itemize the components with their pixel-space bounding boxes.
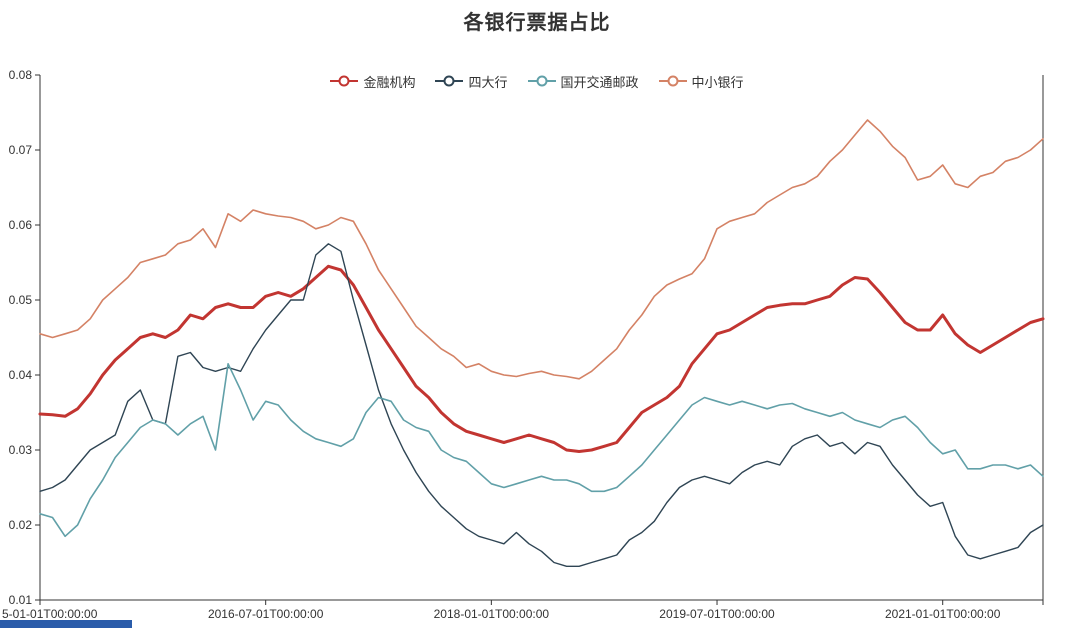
chart-title: 各银行票据占比 [463,12,611,34]
bottom-blue-strip [0,620,132,628]
legend-item-3[interactable]: 中小银行 [658,72,744,91]
legend-item-1[interactable]: 四大行 [435,72,508,91]
y-axis-label: 0.01 [9,593,33,607]
legend-label: 中小银行 [691,74,744,90]
legend-marker-icon [527,75,556,87]
legend-item-2[interactable]: 国开交通邮政 [527,72,639,91]
legend-marker-icon [658,75,687,87]
series-line-2 [39,362,1044,538]
legend-marker-icon [330,75,359,87]
x-axis-label: 2021-01-01T00:00:00 [885,607,1001,621]
legend-marker-icon [435,75,464,87]
y-axis-label: 0.08 [9,68,33,82]
series-line-0 [38,264,1045,453]
y-axis-label: 0.04 [9,368,33,382]
x-axis-label: 2019-07-01T00:00:00 [659,607,775,621]
legend-item-0[interactable]: 金融机构 [330,72,415,91]
series-line-1 [39,243,1044,567]
x-axis-label: 5-01-01T00:00:00 [2,607,98,621]
x-axis-label: 2018-01-01T00:00:00 [434,607,550,621]
y-axis-label: 0.07 [9,143,33,157]
legend-label: 国开交通邮政 [560,74,639,90]
legend-label: 四大行 [468,74,508,90]
y-axis-label: 0.02 [9,518,33,532]
x-axis-label: 2016-07-01T00:00:00 [208,607,324,621]
legend: 金融机构 四大行 国开交通邮政 中小银行 [0,70,1074,92]
y-axis-label: 0.03 [9,443,33,457]
legend-label: 金融机构 [363,74,416,90]
y-axis-label: 0.05 [9,293,33,307]
y-axis-label: 0.06 [9,218,33,232]
series-line-3 [39,119,1044,380]
